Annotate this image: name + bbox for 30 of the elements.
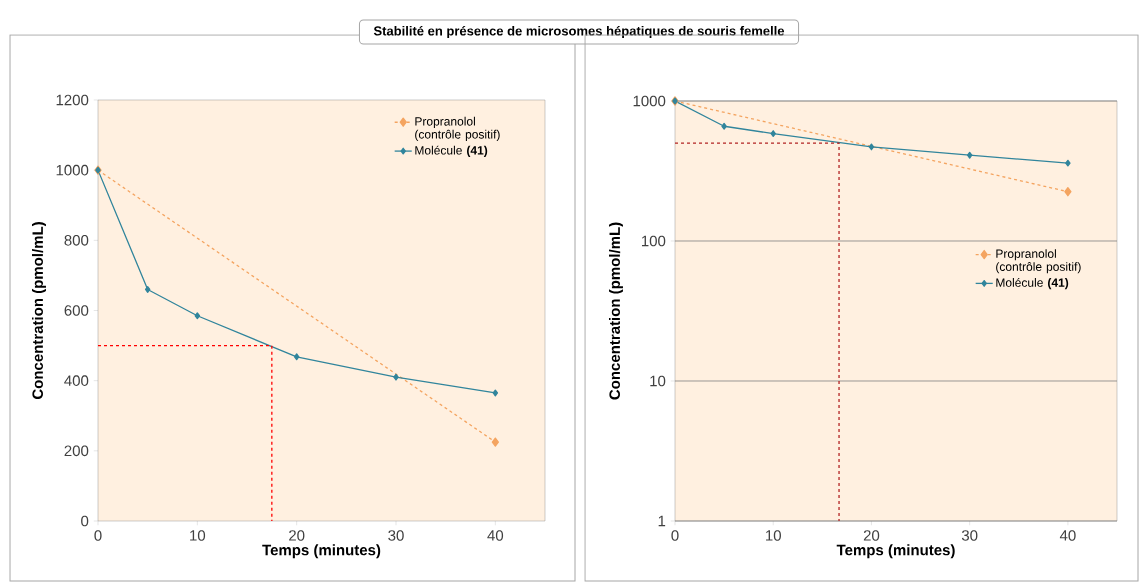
- x-tick-label: 30: [961, 530, 978, 541]
- y-tick-label: 200: [64, 445, 89, 457]
- y-axis-title: Concentration (pmol/mL): [608, 222, 623, 400]
- y-tick-label: 400: [64, 375, 89, 386]
- x-tick-label: 0: [671, 530, 679, 541]
- x-tick-label: 30: [388, 530, 404, 541]
- x-tick-label: 20: [863, 530, 880, 541]
- legend-label: Molécule (41): [996, 277, 1069, 290]
- y-tick-label: 1000: [56, 164, 89, 176]
- text: Stabilité en présence de microsomes hépatiques de souris femelle: [373, 25, 785, 39]
- x-tick-label: 20: [289, 530, 305, 541]
- x-tick-label: 0: [94, 530, 102, 541]
- legend-label: Propranolol (contrôle positif): [996, 249, 1081, 274]
- y-tick-label: 1: [658, 515, 666, 527]
- legend-label: Propranolol (contrôle positif): [415, 116, 500, 142]
- x-tick-label: 40: [1059, 530, 1076, 541]
- y-tick-label: 1200: [56, 94, 89, 106]
- x-tick-label: 10: [766, 530, 781, 541]
- x-tick-label: 10: [190, 530, 206, 541]
- y-tick-label: 100: [641, 235, 666, 247]
- y-tick-label: 1000: [633, 95, 666, 107]
- legend-label: Molécule (41): [415, 145, 488, 157]
- x-axis-title: Temps (minutes): [836, 544, 955, 559]
- y-tick-label: 10: [650, 375, 666, 387]
- x-tick-label: 40: [487, 530, 504, 541]
- y-tick-label: 800: [64, 235, 89, 246]
- y-axis-title: Concentration (pmol/mL): [31, 222, 46, 400]
- x-axis-title: Temps (minutes): [262, 544, 381, 559]
- y-tick-label: 0: [81, 515, 89, 527]
- y-tick-label: 600: [64, 305, 89, 316]
